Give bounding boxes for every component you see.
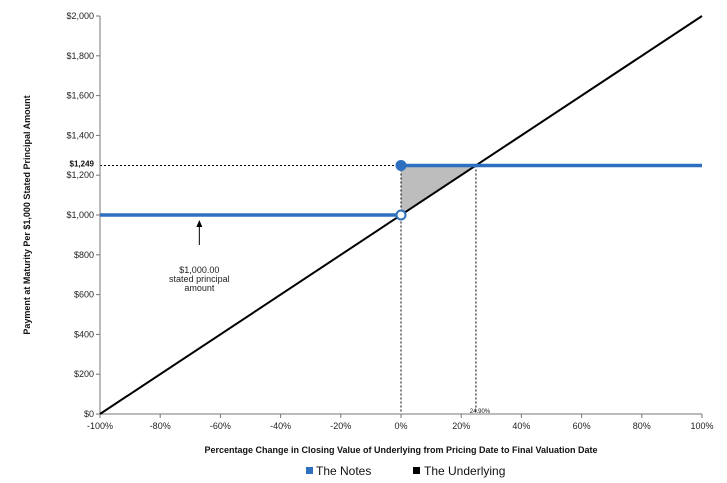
y-tick-label: $1,000 <box>66 210 94 220</box>
principal-note-text: amount <box>184 283 215 293</box>
legend-swatch-notes <box>306 467 313 474</box>
y-tick-label: $0 <box>84 409 94 419</box>
principal-note-arrowhead <box>196 220 203 227</box>
x-tick-label: 20% <box>452 421 470 431</box>
notes-cap-marker <box>395 159 407 171</box>
legend-label-notes: The Notes <box>316 464 371 478</box>
y-tick-label: $600 <box>74 290 94 300</box>
principal-note-text: $1,000.00 <box>179 265 219 275</box>
principal-note-text: stated principal <box>169 274 230 284</box>
breakeven-label: 24.90% <box>470 409 491 415</box>
y-tick-label: $1,800 <box>66 51 94 61</box>
legend-swatch-underlying <box>413 467 420 474</box>
cap-value-label: $1,249 <box>70 159 95 168</box>
notes-par-marker <box>395 209 407 221</box>
x-tick-label: 100% <box>690 421 713 431</box>
x-tick-label: -40% <box>270 421 291 431</box>
x-tick-label: -20% <box>330 421 351 431</box>
x-tick-label: 60% <box>573 421 591 431</box>
x-tick-label: 40% <box>512 421 530 431</box>
x-tick-label: -60% <box>210 421 231 431</box>
y-tick-label: $2,000 <box>66 11 94 21</box>
x-tick-label: -100% <box>87 421 113 431</box>
y-axis-title: Payment at Maturity Per $1,000 Stated Pr… <box>22 95 32 334</box>
y-tick-label: $1,400 <box>66 130 94 140</box>
y-tick-label: $200 <box>74 369 94 379</box>
x-axis-title: Percentage Change in Closing Value of Un… <box>204 445 597 455</box>
y-tick-label: $1,200 <box>66 170 94 180</box>
x-tick-label: 0% <box>394 421 407 431</box>
y-tick-label: $800 <box>74 250 94 260</box>
x-tick-label: 80% <box>633 421 651 431</box>
y-tick-label: $400 <box>74 329 94 339</box>
y-tick-label: $1,600 <box>66 91 94 101</box>
x-tick-label: -80% <box>150 421 171 431</box>
legend-label-underlying: The Underlying <box>424 464 505 478</box>
